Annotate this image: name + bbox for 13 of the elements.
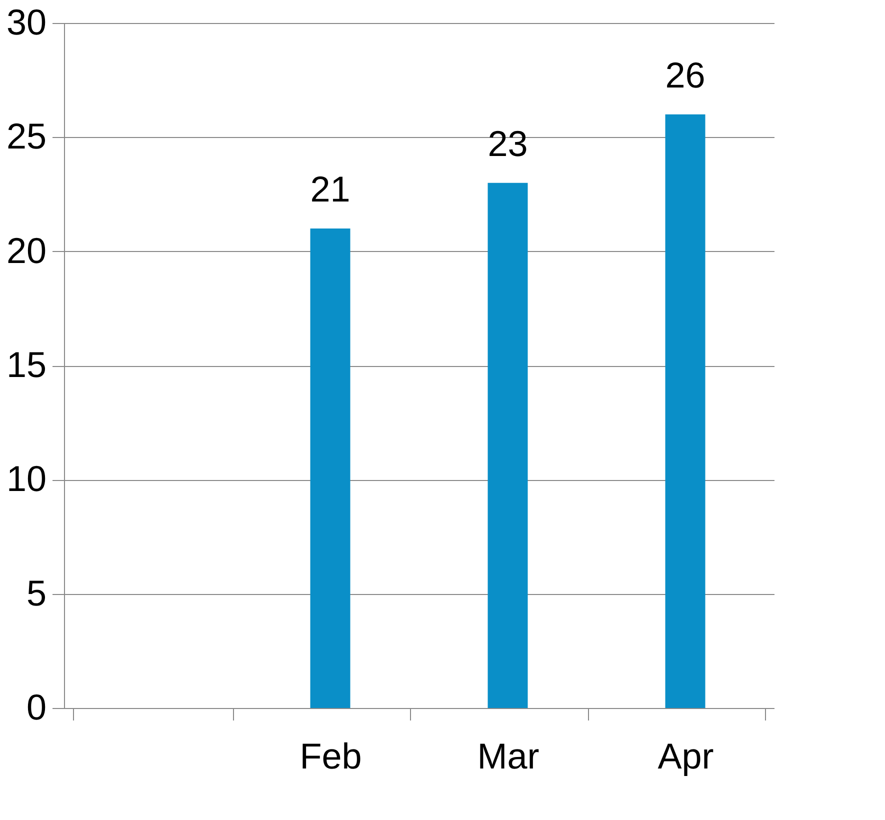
x-tick-label: Feb xyxy=(300,736,362,776)
y-tick-label: 20 xyxy=(6,230,46,271)
y-tick-label: 5 xyxy=(26,572,46,614)
y-tick-label: 25 xyxy=(6,116,46,157)
data-label: 23 xyxy=(488,122,528,164)
y-tick-label: 15 xyxy=(6,344,46,385)
x-tick-label: Apr xyxy=(658,736,714,776)
data-label: 26 xyxy=(665,54,706,96)
y-tick-label: 0 xyxy=(26,686,46,728)
y-tick-label: 10 xyxy=(6,458,46,500)
y-tick-label: 30 xyxy=(6,2,46,42)
x-tick-label: Mar xyxy=(477,736,540,776)
data-label: 21 xyxy=(310,168,350,210)
